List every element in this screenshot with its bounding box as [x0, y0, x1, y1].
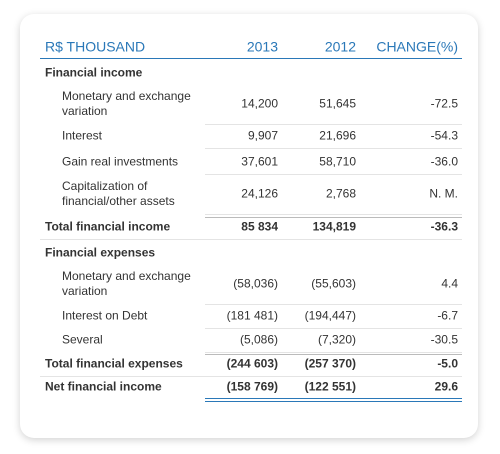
row-label: Gain real investments — [62, 154, 179, 169]
row-value: 85 834 — [241, 219, 278, 234]
row-value: 4.4 — [441, 276, 458, 291]
header-label: CHANGE(%) — [376, 38, 458, 55]
row-label: Net financial income — [45, 379, 162, 394]
row-value: 58,710 — [319, 154, 356, 169]
row-value: 24,126 — [241, 186, 278, 201]
row-label: Total financial expenses — [45, 356, 183, 371]
row-value: -72.5 — [430, 96, 458, 111]
row-value: (181 481) — [226, 308, 278, 323]
rule — [205, 352, 462, 353]
row-value: (257 370) — [304, 356, 356, 371]
row-value: -36.3 — [430, 219, 458, 234]
rule — [40, 376, 462, 377]
row-value: 21,696 — [319, 128, 356, 143]
row-value: (58,036) — [233, 276, 278, 291]
row-value: (244 603) — [226, 356, 278, 371]
rule — [205, 304, 462, 305]
row-label: Interest on Debt — [62, 308, 148, 323]
rule — [205, 148, 462, 149]
row-value: -54.3 — [430, 128, 458, 143]
row-value: 9,907 — [247, 128, 278, 143]
header-label: 2013 — [246, 38, 278, 55]
row-value: -36.0 — [430, 154, 458, 169]
header-label: 2012 — [324, 38, 356, 55]
section-title: Financial expenses — [45, 245, 156, 260]
row-value: N. M. — [429, 186, 458, 201]
row-value: -30.5 — [430, 332, 458, 347]
row-value: 134,819 — [312, 219, 356, 234]
rule — [205, 217, 462, 218]
rule — [205, 214, 462, 215]
row-value: 2,768 — [325, 186, 356, 201]
header-label: R$ THOUSAND — [45, 38, 146, 55]
row-value: (194,447) — [304, 308, 356, 323]
rule — [205, 354, 462, 355]
row-value: 29.6 — [434, 379, 458, 394]
row-label: Several — [62, 332, 103, 347]
row-value: (158 769) — [226, 379, 278, 394]
rule — [205, 401, 462, 402]
row-value: (122 551) — [304, 379, 356, 394]
row-label: Monetary and exchange variation — [62, 269, 191, 298]
row-value: -6.7 — [437, 308, 458, 323]
row-value: (5,086) — [239, 332, 278, 347]
card — [20, 14, 478, 438]
row-label: Total financial income — [45, 219, 171, 234]
row-value: 14,200 — [241, 96, 278, 111]
rule — [205, 124, 462, 125]
row-value: (55,603) — [311, 276, 356, 291]
rule — [205, 174, 462, 175]
rule — [40, 58, 462, 59]
row-value: -5.0 — [437, 356, 458, 371]
row-label: Capitalization of financial/other assets — [62, 179, 175, 208]
rule — [40, 239, 462, 240]
section-title: Financial income — [45, 65, 143, 80]
rule — [205, 328, 462, 329]
row-value: 51,645 — [319, 96, 356, 111]
row-value: (7,320) — [317, 332, 356, 347]
rule — [205, 398, 462, 399]
row-label: Interest — [62, 128, 103, 143]
row-value: 37,601 — [241, 154, 278, 169]
row-label: Monetary and exchange variation — [62, 89, 191, 118]
